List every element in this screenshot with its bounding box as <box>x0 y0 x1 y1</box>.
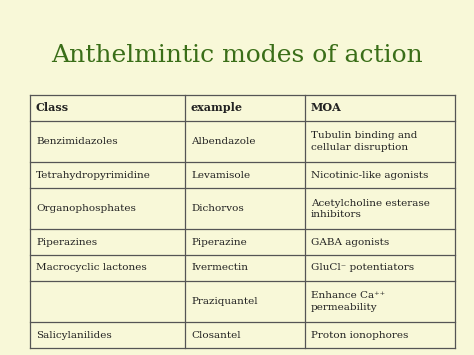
Text: Piperazine: Piperazine <box>191 237 247 247</box>
Text: Tetrahydropyrimidine: Tetrahydropyrimidine <box>36 170 151 180</box>
Text: Benzimidazoles: Benzimidazoles <box>36 137 118 146</box>
Text: Enhance Ca⁺⁺
permeability: Enhance Ca⁺⁺ permeability <box>311 291 385 312</box>
Text: Acetylcholine esterase
inhibitors: Acetylcholine esterase inhibitors <box>311 198 430 219</box>
Text: Nicotinic-like agonists: Nicotinic-like agonists <box>311 170 428 180</box>
Text: Salicylanilides: Salicylanilides <box>36 331 112 340</box>
Text: GABA agonists: GABA agonists <box>311 237 389 247</box>
Text: Piperazines: Piperazines <box>36 237 97 247</box>
Text: Tubulin binding and
cellular disruption: Tubulin binding and cellular disruption <box>311 131 418 152</box>
Text: MOA: MOA <box>311 102 342 113</box>
Text: Proton ionophores: Proton ionophores <box>311 331 409 340</box>
Text: Organophosphates: Organophosphates <box>36 204 136 213</box>
Text: Anthelmintic modes of action: Anthelmintic modes of action <box>51 44 423 66</box>
Text: Praziquantel: Praziquantel <box>191 297 258 306</box>
Text: example: example <box>191 102 243 113</box>
Text: Dichorvos: Dichorvos <box>191 204 244 213</box>
Text: Class: Class <box>36 102 69 113</box>
Text: Ivermectin: Ivermectin <box>191 263 248 273</box>
Text: Albendazole: Albendazole <box>191 137 255 146</box>
Text: Levamisole: Levamisole <box>191 170 250 180</box>
Text: GluCl⁻ potentiators: GluCl⁻ potentiators <box>311 263 414 273</box>
Text: Macrocyclic lactones: Macrocyclic lactones <box>36 263 147 273</box>
Text: Closantel: Closantel <box>191 331 241 340</box>
